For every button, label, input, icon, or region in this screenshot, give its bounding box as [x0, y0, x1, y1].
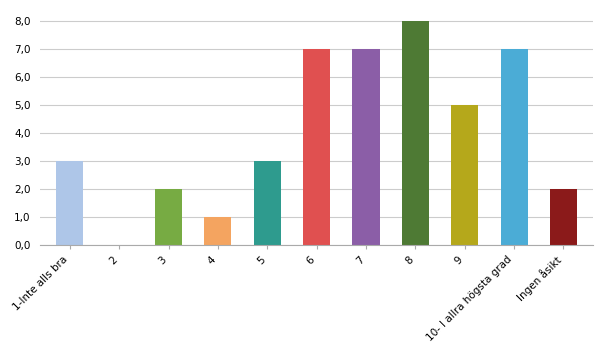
Bar — [155, 189, 182, 245]
Bar — [352, 49, 380, 245]
Bar — [550, 189, 577, 245]
Bar — [500, 49, 527, 245]
Bar — [303, 49, 330, 245]
Bar — [451, 105, 478, 245]
Bar — [402, 21, 429, 245]
Bar — [254, 161, 281, 245]
Bar — [56, 161, 83, 245]
Bar — [205, 217, 232, 245]
